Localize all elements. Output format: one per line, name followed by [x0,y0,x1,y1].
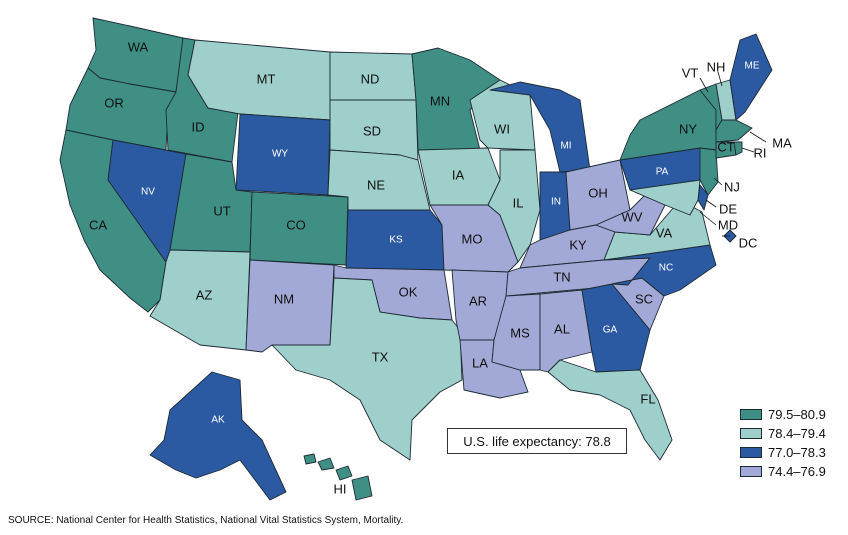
label-ri: RI [754,145,767,160]
label-ar: AR [469,293,487,308]
label-dc: DC [739,235,758,250]
legend-swatch-1 [740,409,762,420]
state-ri [733,141,743,156]
legend-label-4: 74.4–76.9 [768,464,826,479]
legend-label-2: 78.4–79.4 [768,426,826,441]
label-co: CO [286,217,306,232]
label-in: IN [551,197,561,208]
label-ut: UT [213,203,230,218]
leader-ri [741,147,755,153]
label-sc: SC [635,291,653,306]
leader-ma [749,131,767,143]
label-nd: ND [361,71,380,86]
state-nc [603,244,717,297]
label-mi: MI [560,141,571,152]
label-la: LA [472,355,488,370]
label-ma: MA [772,135,792,150]
label-fl: FL [640,391,655,406]
label-nc: NC [659,263,673,274]
label-nv: NV [141,187,155,198]
label-mn: MN [430,93,450,108]
label-ne: NE [367,177,385,192]
label-ct: CT [717,139,734,154]
state-me [729,33,773,121]
label-va: VA [656,225,673,240]
label-or: OR [104,95,124,110]
state-md [629,179,701,216]
label-ca: CA [89,217,107,232]
label-wv: WV [622,209,643,224]
label-ms: MS [510,325,530,340]
legend-swatch-2 [740,428,762,439]
label-mt: MT [257,71,276,86]
label-ny: NY [679,121,697,136]
legend-item-2: 78.4–79.4 [740,424,845,443]
label-tn: TN [553,269,570,284]
label-ks: KS [389,235,403,246]
label-oh: OH [588,185,608,200]
legend: 79.5–80.9 78.4–79.4 77.0–78.3 74.4–76.9 [740,405,845,481]
state-hi-3 [335,465,353,481]
label-wa: WA [128,39,149,54]
label-mo: MO [462,231,483,246]
label-vt: VT [682,65,699,80]
label-al: AL [554,321,570,336]
label-il: IL [513,195,524,210]
us-life-expectancy-callout: U.S. life expectancy: 78.8 [447,428,627,454]
legend-swatch-4 [740,466,762,477]
state-il [487,149,541,263]
label-nj: NJ [724,179,740,194]
label-ok: OK [399,284,418,299]
label-ia: IA [452,167,465,182]
source-note: SOURCE: National Center for Health Stati… [8,515,404,526]
legend-label-1: 79.5–80.9 [768,407,826,422]
label-me: ME [745,61,760,72]
state-nj [699,147,719,196]
label-nm: NM [274,291,294,306]
state-fl [547,359,673,461]
leader-nh [717,71,723,87]
leader-de [705,199,717,208]
state-hi-2 [317,457,335,471]
legend-item-1: 79.5–80.9 [740,405,845,424]
state-mn [411,47,501,151]
label-nh: NH [707,59,726,74]
legend-label-3: 77.0–78.3 [768,445,826,460]
legend-item-3: 77.0–78.3 [740,443,845,462]
label-wy: WY [272,149,288,160]
label-id: ID [192,119,205,134]
label-tx: TX [372,349,389,364]
label-ky: KY [569,237,587,252]
label-md: MD [718,217,738,232]
state-tx [271,277,463,461]
label-hi: HI [334,481,347,496]
label-sd: SD [363,123,381,138]
label-pa: PA [656,167,669,178]
state-ak [149,371,287,501]
label-wi: WI [494,121,510,136]
state-hi [303,453,317,465]
state-hi-4 [351,475,373,501]
legend-swatch-3 [740,447,762,458]
leader-nj [713,177,723,186]
label-az: AZ [196,287,213,302]
leader-md [699,211,717,226]
label-ga: GA [603,325,618,336]
label-ak: AK [211,415,225,426]
label-de: DE [719,201,737,216]
leader-vt [699,77,709,93]
legend-item-4: 74.4–76.9 [740,462,845,481]
